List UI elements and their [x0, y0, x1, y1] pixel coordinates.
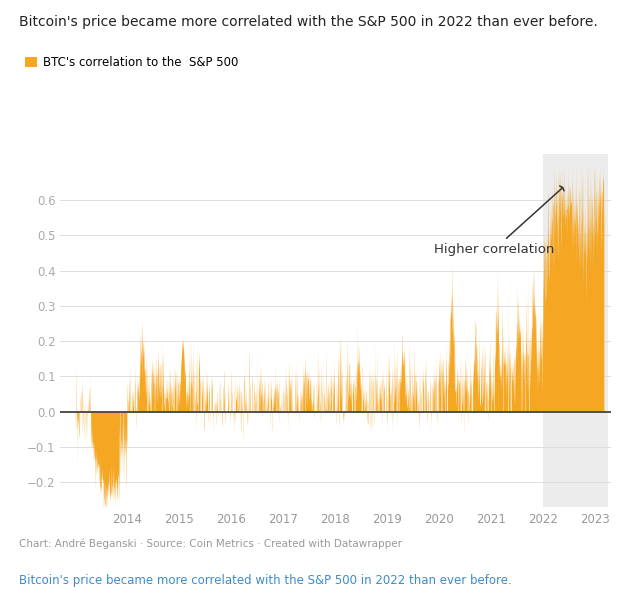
Text: Chart: André Beganski · Source: Coin Metrics · Created with Datawrapper: Chart: André Beganski · Source: Coin Met…: [19, 538, 402, 549]
Legend: BTC's correlation to the  S&P 500: BTC's correlation to the S&P 500: [25, 56, 238, 69]
Bar: [544, 154, 609, 507]
Text: Bitcoin's price became more correlated with the S&P 500 in 2022 than ever before: Bitcoin's price became more correlated w…: [19, 15, 598, 29]
Text: Higher correlation: Higher correlation: [434, 186, 564, 256]
Text: Bitcoin's price became more correlated with the S&P 500 in 2022 than ever before: Bitcoin's price became more correlated w…: [19, 574, 512, 587]
